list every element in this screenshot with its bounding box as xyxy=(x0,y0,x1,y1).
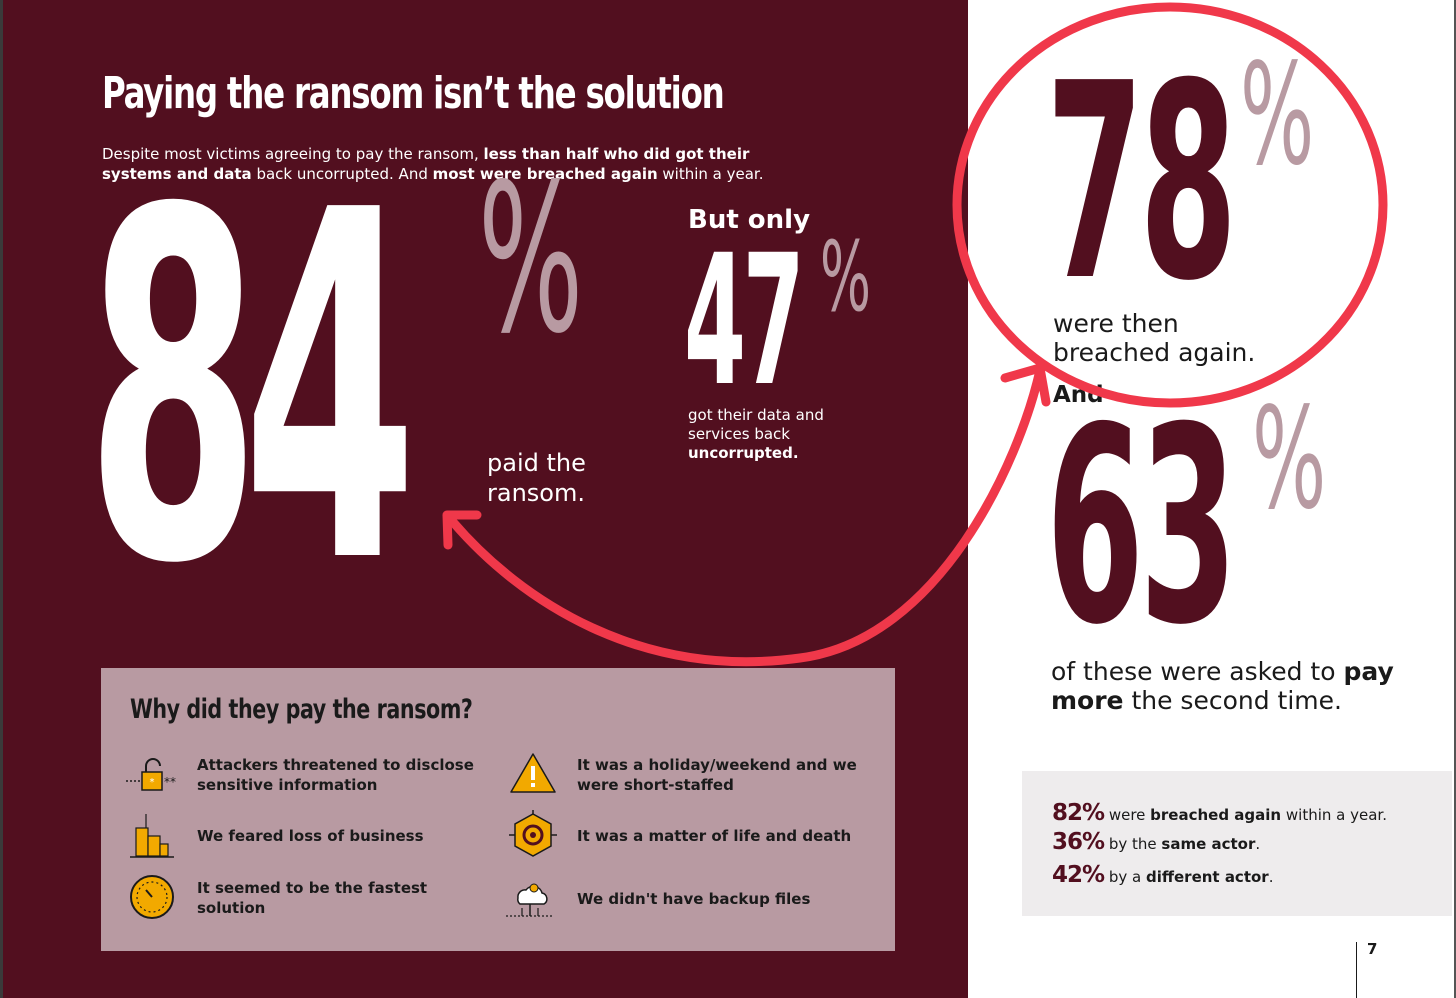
stat-84-percent-sign: % xyxy=(478,141,584,379)
stat-47-number: 47 xyxy=(684,217,805,426)
breach-stat-number: 82% xyxy=(1052,800,1105,826)
reason-loss-of-business: We feared loss of business xyxy=(197,827,424,845)
intro-bold: less than half who did got their systems… xyxy=(102,145,750,183)
stat-84-caption-text: paid the ransom. xyxy=(487,449,586,507)
stat-47-lead: But only xyxy=(688,205,811,235)
breach-stat-bold: breached again xyxy=(1150,806,1282,824)
stat-78-caption-text: were then breached again. xyxy=(1053,309,1256,367)
breach-stat-number: 42% xyxy=(1052,862,1105,888)
stat-63-percent-sign: % xyxy=(1252,378,1327,541)
right-edge-shadow xyxy=(1454,0,1456,998)
breach-stat-text: . xyxy=(1255,835,1261,853)
intro-text: Despite most victims agreeing to pay the… xyxy=(102,145,484,163)
stat-47-percent-sign: % xyxy=(820,221,871,333)
breach-stat-number: 36% xyxy=(1052,829,1105,855)
page-number-rule xyxy=(1356,942,1357,998)
breach-stat-text: by the xyxy=(1104,835,1162,853)
page-edge-shadow xyxy=(0,0,3,998)
stat-63-caption: of these were asked to pay more the seco… xyxy=(1051,657,1411,715)
stat-63-caption-text: the second time. xyxy=(1123,686,1342,715)
reason-no-backup: We didn't have backup files xyxy=(577,890,811,908)
breach-stat-bold: same actor xyxy=(1161,835,1256,853)
stat-84-number: 84 xyxy=(86,110,417,669)
breach-stat-text: were xyxy=(1104,806,1151,824)
reason-fastest-solution: It seemed to be the fastest solution xyxy=(197,879,428,917)
breach-stats-box xyxy=(1022,771,1452,916)
why-box xyxy=(101,668,895,951)
svg-text:**: ** xyxy=(164,775,176,789)
cloud-backup-icon xyxy=(502,872,558,928)
unlocked-padlock-icon: * ** xyxy=(124,752,180,808)
stat-78-number: 78 xyxy=(1046,25,1237,340)
reason-disclose: Attackers threatened to disclose sensiti… xyxy=(197,756,474,794)
biohazard-icon xyxy=(505,808,561,864)
page-number: 7 xyxy=(1367,940,1378,958)
intro-text: back uncorrupted. And xyxy=(251,165,433,183)
breach-stat-42: 42% by a different actor. xyxy=(1052,862,1273,888)
breach-stat-82: 82% were breached again within a year. xyxy=(1052,800,1387,826)
intro-paragraph: Despite most victims agreeing to pay the… xyxy=(102,144,802,184)
intro-bold: most were breached again xyxy=(432,165,658,183)
stat-47-caption-bold: uncorrupted. xyxy=(688,444,799,462)
stat-63-caption-bold: pay more xyxy=(1051,657,1394,715)
stat-47-caption: got their data and services back uncorrup… xyxy=(688,406,888,463)
warning-triangle-icon xyxy=(505,748,561,804)
page-title: Paying the ransom isn’t the solution xyxy=(102,68,725,119)
stat-84-caption: paid the ransom. xyxy=(487,448,617,508)
office-buildings-icon xyxy=(124,808,180,864)
breach-stat-text: within a year. xyxy=(1281,806,1387,824)
breach-stat-text: . xyxy=(1268,868,1274,886)
intro-text: within a year. xyxy=(657,165,764,183)
stat-78-percent-sign: % xyxy=(1240,34,1315,197)
stat-63-caption-text: of these were asked to xyxy=(1051,657,1344,686)
breach-stat-bold: different actor xyxy=(1145,868,1269,886)
stat-78-caption: were then breached again. xyxy=(1053,309,1353,367)
breach-stat-36: 36% by the same actor. xyxy=(1052,829,1260,855)
reason-life-and-death: It was a matter of life and death xyxy=(577,827,852,845)
stopwatch-icon xyxy=(124,868,180,924)
reason-holiday: It was a holiday/weekend and we were sho… xyxy=(577,756,857,794)
svg-text:*: * xyxy=(150,777,155,788)
stat-63-number: 63 xyxy=(1046,369,1237,684)
why-title: Why did they pay the ransom? xyxy=(130,694,473,725)
breach-stat-text: by a xyxy=(1104,868,1146,886)
stat-47-caption-text: got their data and services back xyxy=(688,406,824,443)
